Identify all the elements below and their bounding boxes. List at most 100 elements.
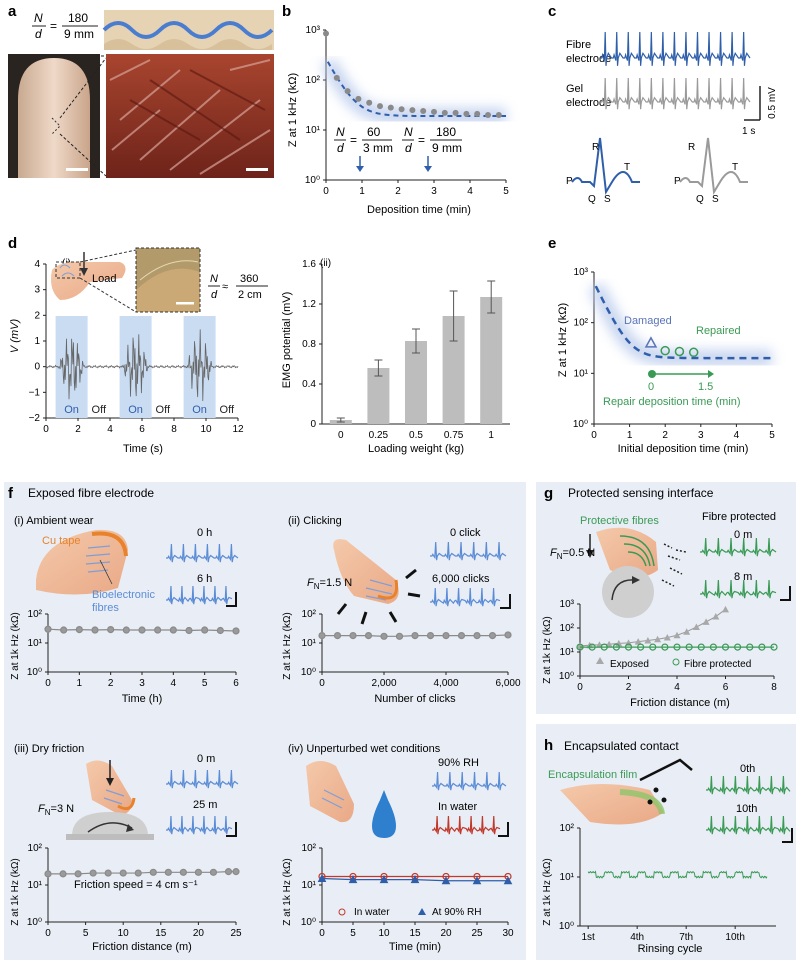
fi-point (169, 626, 177, 634)
fiii-point (209, 868, 218, 876)
d2-y-tick-label: 0 (310, 419, 316, 430)
skin-micrograph (106, 54, 274, 178)
ratio-eq: = (50, 19, 57, 33)
fiii-point (194, 868, 202, 876)
fiv-legend-marker (418, 908, 426, 915)
f-i-bio1: Bioelectronic (92, 589, 155, 601)
d-x-tick-label: 2 (75, 424, 81, 435)
g-protected-point (685, 643, 693, 651)
e-xlabel: Initial deposition time (min) (618, 443, 749, 455)
d2-y-tick-label: 0.8 (302, 339, 316, 350)
fiv-legend-label: At 90% RH (432, 907, 481, 918)
f-ii-chart: 0 2,000 4,000 6,000 10⁰ 10¹ 10² (301, 609, 521, 689)
fii-y-tick-label: 10¹ (302, 638, 317, 649)
g-exposed-point (663, 634, 671, 641)
g-exposed-point (673, 631, 681, 639)
fi-x-tick-label: 0 (45, 678, 51, 689)
c-gel-label-1: Gel (566, 83, 583, 95)
h-ecg-0 (706, 775, 791, 795)
fi-x-tick-label: 6 (233, 678, 239, 689)
fiv-x-tick-label: 25 (471, 928, 483, 939)
emg-on-label: On (64, 404, 79, 416)
hand-illustration: Load (51, 247, 201, 313)
chart-d-ii-bars: 0 0.4 0.8 1.2 1.6 0 0.25 0.5 0.75 1 (302, 259, 510, 441)
g-ylabel: Z at 1k Hz (kΩ) (542, 616, 553, 683)
panel-h-background (536, 724, 796, 960)
fiv-legend-marker (338, 908, 346, 916)
fiii-point (104, 869, 112, 877)
fi-point (216, 626, 224, 635)
c-pqrst-fibre: R P Q S T (566, 137, 640, 205)
e-x-tick-label: 4 (734, 430, 740, 441)
ecg-fibre-trace (600, 31, 751, 66)
fiii-point (232, 868, 240, 876)
d-y-tick-label: −2 (29, 413, 41, 424)
b-y-tick-label: 10³ (306, 25, 321, 36)
svg-text:R: R (688, 142, 695, 153)
g-protected-point (746, 643, 754, 651)
b-ylabel: Z at 1 kHz (kΩ) (287, 73, 299, 147)
fi-y-tick-label: 10² (28, 609, 43, 620)
f-ii-ecg-0 (430, 541, 507, 561)
g-legend-label: Fibre protected (684, 659, 751, 670)
panel-a-label: a (8, 3, 17, 20)
water-drop-icon (372, 790, 396, 838)
c-scale-bar: 0.5 mV 1 s (742, 86, 778, 137)
g-fp: Fibre protected (702, 511, 776, 523)
svg-text:180: 180 (436, 125, 456, 139)
g-protected-point (770, 643, 778, 651)
g-t1: 8 m (734, 571, 752, 583)
f-iii-ecg (166, 769, 239, 837)
b-xlabel: Deposition time (min) (367, 204, 471, 216)
fiv-x-tick-label: 30 (502, 928, 514, 939)
b-data-point (377, 103, 383, 110)
f-ii-ecg (430, 541, 511, 609)
e-fit-glow (588, 282, 772, 367)
emg-on-label: On (128, 404, 143, 416)
d-x-tick-label: 12 (232, 424, 244, 435)
g-exposed-point (692, 623, 700, 631)
fiii-y-tick-label: 10² (28, 843, 43, 854)
g-protected-point (709, 643, 717, 651)
f-ii-fn: FN=1.5 N (307, 577, 352, 591)
f-i-xlabel: Time (h) (122, 693, 163, 705)
g-xlabel: Friction distance (m) (630, 697, 730, 709)
ratio-den: 9 mm (64, 27, 94, 41)
svg-text:Q: Q (588, 194, 596, 205)
f-iii-t0: 0 m (197, 753, 215, 765)
f-iv-ecg-1 (432, 815, 501, 835)
fiii-point (179, 868, 187, 876)
h-title: Encapsulated contact (564, 739, 679, 753)
g-y-tick-label: 10¹ (560, 647, 575, 658)
fii-point (457, 631, 466, 640)
e-y-tick-label: 10¹ (574, 368, 589, 379)
b-annotation-2: N d = 180 9 mm (402, 125, 462, 172)
d2-y-tick-label: 1.6 (302, 259, 316, 270)
g-exposed-point (712, 613, 720, 620)
e-x-tick-label: 2 (662, 430, 668, 441)
ecg-gel-path (600, 77, 751, 110)
e-repaired-marker (688, 347, 699, 358)
chart-e: 0 1 2 3 4 5 10⁰ 10¹ 10² 10³ (573, 267, 775, 441)
fiv-y-tick-label: 10² (302, 843, 317, 854)
fi-point (232, 627, 240, 635)
scale-bar (498, 822, 509, 837)
h-series-line (587, 870, 768, 880)
f-i-chart: 0 1 2 3 4 5 6 10⁰ 10¹ 10² (27, 609, 240, 689)
fiii-x-tick-label: 15 (155, 928, 167, 939)
d2-x-tick-label: 1 (488, 430, 494, 441)
f-iv-title: (iv) Unperturbed wet conditions (288, 743, 441, 755)
f-ylabel-4: Z at 1k Hz (kΩ) (282, 858, 293, 925)
f-iv-chart: 0 5 10 15 20 25 30 10⁰ 10¹ 10² In water At 90% RH (301, 843, 514, 939)
g-protected-point (612, 643, 620, 651)
svg-text:R: R (592, 142, 599, 153)
b-data-point (420, 107, 427, 114)
fiii-x-tick-label: 10 (118, 928, 130, 939)
f-i-t1: 6 h (197, 573, 212, 585)
b-data-point (355, 95, 362, 102)
f-iii-title: (iii) Dry friction (14, 743, 84, 755)
fii-point (380, 632, 388, 640)
g-ecg-0 (700, 537, 777, 557)
